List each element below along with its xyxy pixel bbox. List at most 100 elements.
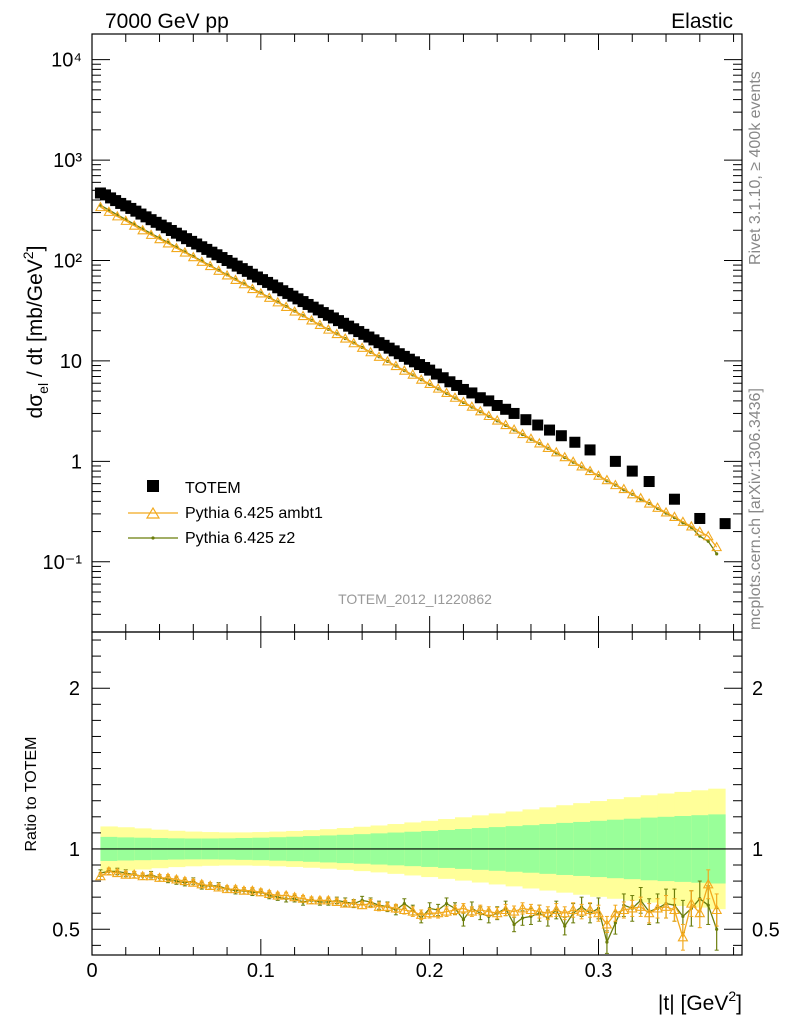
ambt1-main-point — [491, 414, 503, 425]
main-y-tick-label: 10⁴ — [51, 50, 82, 72]
ratio-y-tick-label-right: 2 — [752, 678, 763, 700]
process-label: 7000 GeV pp — [105, 10, 229, 33]
ambt1-ratio-point — [660, 901, 672, 911]
totem-point — [437, 372, 449, 384]
mcplots-info: mcplots.cern.ch [arXiv:1306.3436] — [747, 388, 764, 630]
ambt1-ratio-point — [694, 907, 706, 918]
z2-ratio-point — [402, 901, 406, 906]
ratio-marks — [92, 788, 742, 954]
ambt1-main-point — [263, 292, 275, 302]
ambt1-main-point — [365, 346, 377, 357]
ambt1-ratio-point — [348, 897, 360, 908]
legend-label-ambt1: Pythia 6.425 ambt1 — [185, 505, 323, 522]
ambt1-main-point — [635, 492, 647, 503]
totem-point — [500, 403, 512, 415]
totem-point — [508, 407, 520, 419]
ambt1-main-point — [314, 319, 326, 330]
ambt1-ratio-point — [162, 872, 174, 882]
ambt1-main-point — [652, 502, 664, 512]
ambt1-ratio-point — [618, 904, 630, 915]
main-panel: 10⁻¹ 1 10 10² 10³ 10⁴ dσel / dt [mb/GeV2] TOT… — [20, 33, 743, 633]
ambt1-main-point — [424, 378, 436, 388]
ratio-frame — [91, 631, 743, 956]
analysis-watermark: TOTEM_2012_I1220862 — [338, 591, 492, 607]
ambt1-ratio-point — [398, 904, 410, 915]
ambt1-main-point — [466, 401, 478, 411]
ambt1-main-point — [213, 265, 225, 275]
ambt1-main-point — [331, 328, 343, 339]
totem-point — [466, 387, 478, 399]
ambt1-main-point — [669, 511, 680, 521]
ambt1-main-point — [272, 296, 284, 307]
ambt1-ratio-point — [609, 907, 621, 918]
ambt1-main-point — [694, 525, 706, 536]
ambt1-main-point — [120, 215, 132, 225]
ambt1-ratio-point — [491, 907, 503, 918]
ambt1-main-point — [593, 470, 604, 480]
totem-point — [668, 493, 680, 505]
totem-point — [719, 518, 731, 530]
ambt1-ratio-point — [179, 875, 191, 886]
ambt1-ratio-point — [263, 888, 275, 898]
totem-point — [544, 424, 556, 436]
ambt1-ratio-point — [626, 902, 638, 913]
legend: TOTEM Pythia 6.425 ambt1 Pythia 6.425 z2 — [128, 480, 323, 547]
ambt1-ratio-point — [517, 902, 528, 913]
ambt1-ratio-point — [145, 870, 157, 881]
ambt1-ratio-point — [525, 904, 537, 915]
main-y-tick-label: 10 — [60, 351, 82, 373]
ambt1-ratio-point — [339, 897, 351, 908]
ambt1-ratio-point — [137, 870, 149, 881]
ambt1-main-point — [356, 342, 368, 352]
totem-point — [424, 364, 436, 376]
x-tick-label: 0.3 — [585, 960, 613, 982]
ambt1-main-point — [255, 287, 267, 298]
totem-point — [626, 465, 638, 477]
main-y-tick-label: 10² — [53, 251, 82, 273]
ratio-y-axis-title: Ratio to TOTEM — [23, 737, 40, 852]
ambt1-ratio-point — [652, 902, 664, 913]
ambt1-ratio-point — [289, 891, 301, 902]
totem-point — [643, 476, 655, 488]
ambt1-main-point — [137, 224, 149, 235]
x-axis-title: |t| [GeV2] — [658, 988, 742, 1015]
ambt1-main-point — [643, 497, 655, 508]
ambt1-main-point — [609, 479, 621, 490]
ambt1-main-point — [533, 437, 545, 448]
ambt1-ratio-point — [483, 905, 495, 916]
ambt1-ratio-point — [576, 905, 588, 916]
z2-ratio-point — [461, 918, 466, 922]
ambt1-ratio-point — [559, 907, 571, 918]
ambt1-main-point — [373, 351, 385, 361]
legend-label-totem: TOTEM — [185, 480, 241, 497]
ambt1-main-point — [398, 365, 410, 375]
ambt1-main-point — [500, 419, 512, 430]
ambt1-ratio-point — [449, 904, 461, 915]
ambt1-main-point — [677, 516, 689, 526]
ratio-y-tick-label-left: 1 — [69, 839, 80, 861]
ambt1-ratio-point — [474, 904, 486, 915]
ambt1-main-point — [95, 201, 106, 212]
ambt1-main-point — [407, 369, 419, 379]
main-y-tick-label: 10⁻¹ — [43, 552, 83, 574]
ambt1-main-point — [162, 237, 174, 248]
ambt1-ratio-point — [306, 894, 317, 905]
ambt1-ratio-point — [238, 885, 250, 895]
main-y-tick-label: 10³ — [53, 150, 82, 172]
ambt1-main-point — [542, 442, 554, 453]
ambt1-ratio-point — [508, 905, 520, 916]
rivet-info: Rivet 3.1.10, ≥ 400k events — [747, 71, 764, 265]
ambt1-main-point — [711, 541, 723, 552]
ambt1-ratio-point — [297, 893, 309, 903]
legend-label-z2: Pythia 6.425 z2 — [185, 530, 295, 547]
ambt1-ratio-point — [221, 883, 233, 894]
ambt1-main-point — [221, 269, 233, 280]
ambt1-main-point — [111, 210, 123, 221]
ambt1-main-point — [154, 233, 165, 244]
ambt1-ratio-point — [314, 894, 326, 905]
ambt1-ratio-point — [542, 907, 554, 918]
ambt1-main-point — [289, 305, 301, 316]
ambt1-main-point — [297, 310, 309, 321]
totem-point — [520, 414, 532, 426]
ambt1-ratio-point — [213, 881, 225, 892]
